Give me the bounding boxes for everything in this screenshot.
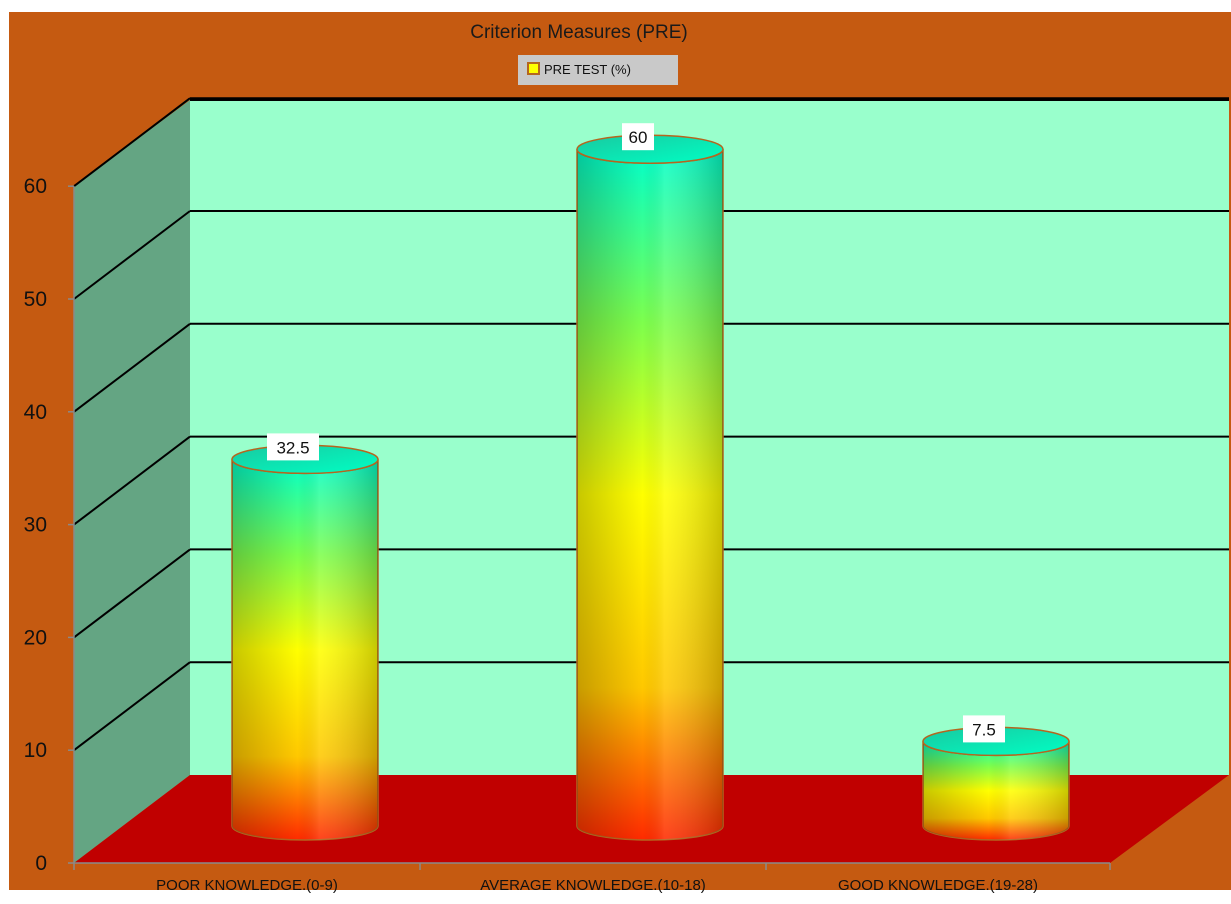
y-tick-label: 60 <box>24 175 47 198</box>
data-label: 60 <box>622 123 654 151</box>
x-category-label: GOOD KNOWLEDGE.(19-28) <box>838 877 1038 894</box>
legend-swatch <box>527 62 540 75</box>
y-tick-label: 10 <box>24 739 47 762</box>
bar <box>576 134 724 841</box>
bar <box>231 444 379 841</box>
legend: PRE TEST (%) <box>518 55 678 85</box>
data-label: 32.5 <box>267 433 319 461</box>
data-label-box <box>267 433 319 461</box>
legend-box <box>518 55 678 85</box>
gridline-side <box>73 97 191 187</box>
legend-label: PRE TEST (%) <box>544 62 631 77</box>
gridline-side <box>73 435 191 526</box>
y-tick-label: 0 <box>35 852 47 875</box>
gridline-side <box>73 661 191 751</box>
bar-shading <box>923 741 1069 840</box>
bar-shading <box>577 149 723 840</box>
bar <box>922 726 1070 841</box>
gridline-side <box>73 210 191 300</box>
gridline-side <box>73 323 191 413</box>
y-tick-label: 30 <box>24 514 47 537</box>
chart-title: Criterion Measures (PRE) <box>470 22 688 43</box>
data-label-text: 32.5 <box>276 438 309 457</box>
data-label-box <box>622 123 654 151</box>
x-category-label: POOR KNOWLEDGE.(0-9) <box>156 877 338 894</box>
y-tick-label: 20 <box>24 626 47 649</box>
y-tick-label: 50 <box>24 288 47 311</box>
axes <box>68 185 1111 870</box>
x-category-labels: POOR KNOWLEDGE.(0-9) AVERAGE KNOWLEDGE.(1… <box>156 877 1038 894</box>
y-tick-labels: 0 10 20 30 40 50 60 <box>24 175 47 875</box>
data-label: 7.5 <box>963 715 1005 743</box>
x-category-label: AVERAGE KNOWLEDGE.(10-18) <box>480 877 706 894</box>
data-label-text: 7.5 <box>972 720 996 739</box>
data-label-box <box>963 715 1005 743</box>
y-tick-label: 40 <box>24 401 47 424</box>
data-labels: 32.5 60 7.5 <box>267 123 1005 743</box>
data-label-text: 60 <box>629 128 648 147</box>
gridline-side <box>73 548 191 639</box>
bar-shading <box>232 459 378 840</box>
